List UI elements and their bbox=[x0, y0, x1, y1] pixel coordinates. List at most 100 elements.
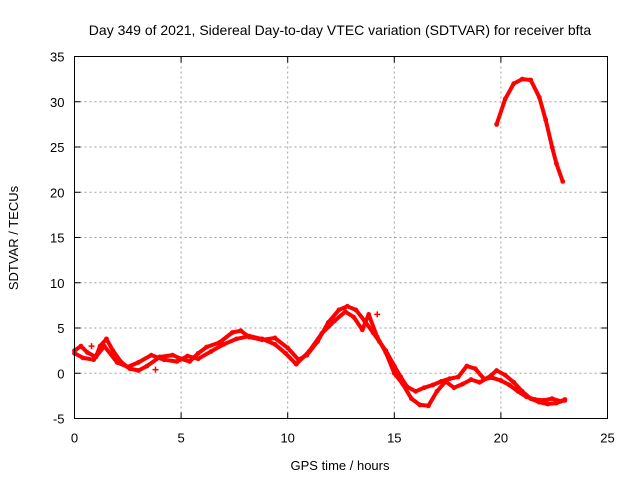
data-point bbox=[148, 352, 154, 358]
y-tick-label: 25 bbox=[50, 140, 64, 155]
data-point bbox=[170, 352, 175, 358]
data-point bbox=[447, 376, 453, 382]
data-point bbox=[319, 331, 325, 336]
data-point bbox=[460, 381, 465, 387]
data-point bbox=[464, 363, 470, 369]
data-point bbox=[114, 359, 120, 365]
data-point bbox=[498, 378, 504, 383]
y-tick-label: 20 bbox=[50, 185, 64, 200]
data-point bbox=[336, 307, 342, 313]
x-tick-label: 0 bbox=[71, 431, 78, 446]
data-point bbox=[494, 121, 500, 127]
data-point bbox=[494, 368, 500, 373]
ticks: 0 5 10 15 20 25 -5 0 5 10 15 20 25 30 35 bbox=[50, 50, 615, 446]
data-point bbox=[511, 379, 517, 385]
x-tick-label: 5 bbox=[177, 431, 184, 446]
data-point bbox=[413, 388, 419, 394]
data-point bbox=[195, 350, 201, 356]
data-point bbox=[259, 336, 265, 342]
data-point bbox=[84, 350, 90, 355]
data-point bbox=[136, 368, 141, 373]
y-axis-label: SDTVAR / TECUs bbox=[6, 185, 21, 290]
data-point bbox=[293, 361, 299, 367]
data-point bbox=[502, 372, 508, 378]
chart-title: Day 349 of 2021, Sidereal Day-to-day VTE… bbox=[89, 22, 592, 38]
grid bbox=[74, 56, 608, 419]
data-point bbox=[553, 160, 559, 166]
data-point bbox=[511, 81, 517, 87]
data-point bbox=[528, 77, 534, 83]
data-point bbox=[351, 314, 357, 320]
data-point bbox=[472, 366, 478, 372]
data-point bbox=[443, 378, 448, 384]
data-point bbox=[468, 377, 474, 382]
data-point bbox=[217, 340, 222, 345]
data-point bbox=[110, 348, 116, 354]
data-point bbox=[359, 327, 365, 333]
series-line-satellite-arc-3 bbox=[494, 77, 565, 184]
data-point bbox=[391, 370, 397, 376]
data-point bbox=[101, 343, 107, 349]
data-point bbox=[238, 328, 244, 334]
data-point bbox=[136, 359, 141, 365]
data-point bbox=[283, 350, 288, 356]
data-point bbox=[421, 385, 427, 391]
data-point bbox=[485, 375, 491, 381]
isolated-point bbox=[374, 311, 381, 318]
data-point bbox=[519, 76, 525, 82]
data-point bbox=[528, 396, 534, 401]
data-point bbox=[507, 382, 512, 388]
data-point bbox=[174, 359, 180, 364]
series-group bbox=[72, 76, 568, 409]
data-point bbox=[383, 350, 389, 355]
data-point bbox=[477, 379, 482, 385]
data-point bbox=[78, 343, 84, 349]
data-point bbox=[455, 374, 461, 380]
data-point bbox=[272, 341, 278, 347]
data-point bbox=[187, 359, 193, 364]
data-point bbox=[144, 363, 150, 369]
isolated-point bbox=[152, 366, 159, 373]
x-tick-label: 25 bbox=[600, 431, 614, 446]
data-point bbox=[562, 397, 568, 402]
data-point bbox=[549, 144, 555, 150]
data-point bbox=[536, 399, 542, 405]
data-point bbox=[221, 341, 227, 347]
data-point bbox=[545, 401, 551, 407]
data-point bbox=[353, 307, 359, 313]
y-tick-label: 10 bbox=[50, 276, 64, 291]
data-point bbox=[366, 312, 372, 317]
data-point bbox=[332, 318, 338, 324]
y-tick-label: 30 bbox=[50, 95, 64, 110]
data-point bbox=[91, 357, 97, 363]
data-point bbox=[519, 388, 525, 394]
data-point bbox=[208, 349, 214, 354]
data-point bbox=[430, 382, 436, 388]
data-point bbox=[434, 388, 440, 394]
data-point bbox=[80, 355, 86, 361]
data-point bbox=[543, 117, 549, 123]
data-point bbox=[560, 178, 566, 184]
data-point bbox=[204, 344, 210, 350]
data-point bbox=[426, 403, 431, 409]
data-point bbox=[417, 402, 423, 408]
data-point bbox=[344, 303, 350, 309]
isolated-point bbox=[88, 343, 95, 350]
data-point bbox=[374, 334, 380, 340]
x-tick-label: 10 bbox=[280, 431, 294, 446]
data-point bbox=[451, 385, 457, 391]
data-point bbox=[272, 335, 278, 341]
data-point bbox=[502, 96, 508, 102]
x-tick-label: 15 bbox=[387, 431, 401, 446]
data-point bbox=[549, 396, 555, 401]
x-tick-label: 20 bbox=[494, 431, 508, 446]
data-point bbox=[185, 353, 190, 359]
data-point bbox=[125, 364, 131, 370]
data-point bbox=[400, 381, 406, 387]
data-point bbox=[342, 309, 348, 315]
data-point bbox=[246, 333, 252, 339]
y-tick-label: -5 bbox=[53, 412, 65, 427]
data-point bbox=[553, 400, 559, 406]
